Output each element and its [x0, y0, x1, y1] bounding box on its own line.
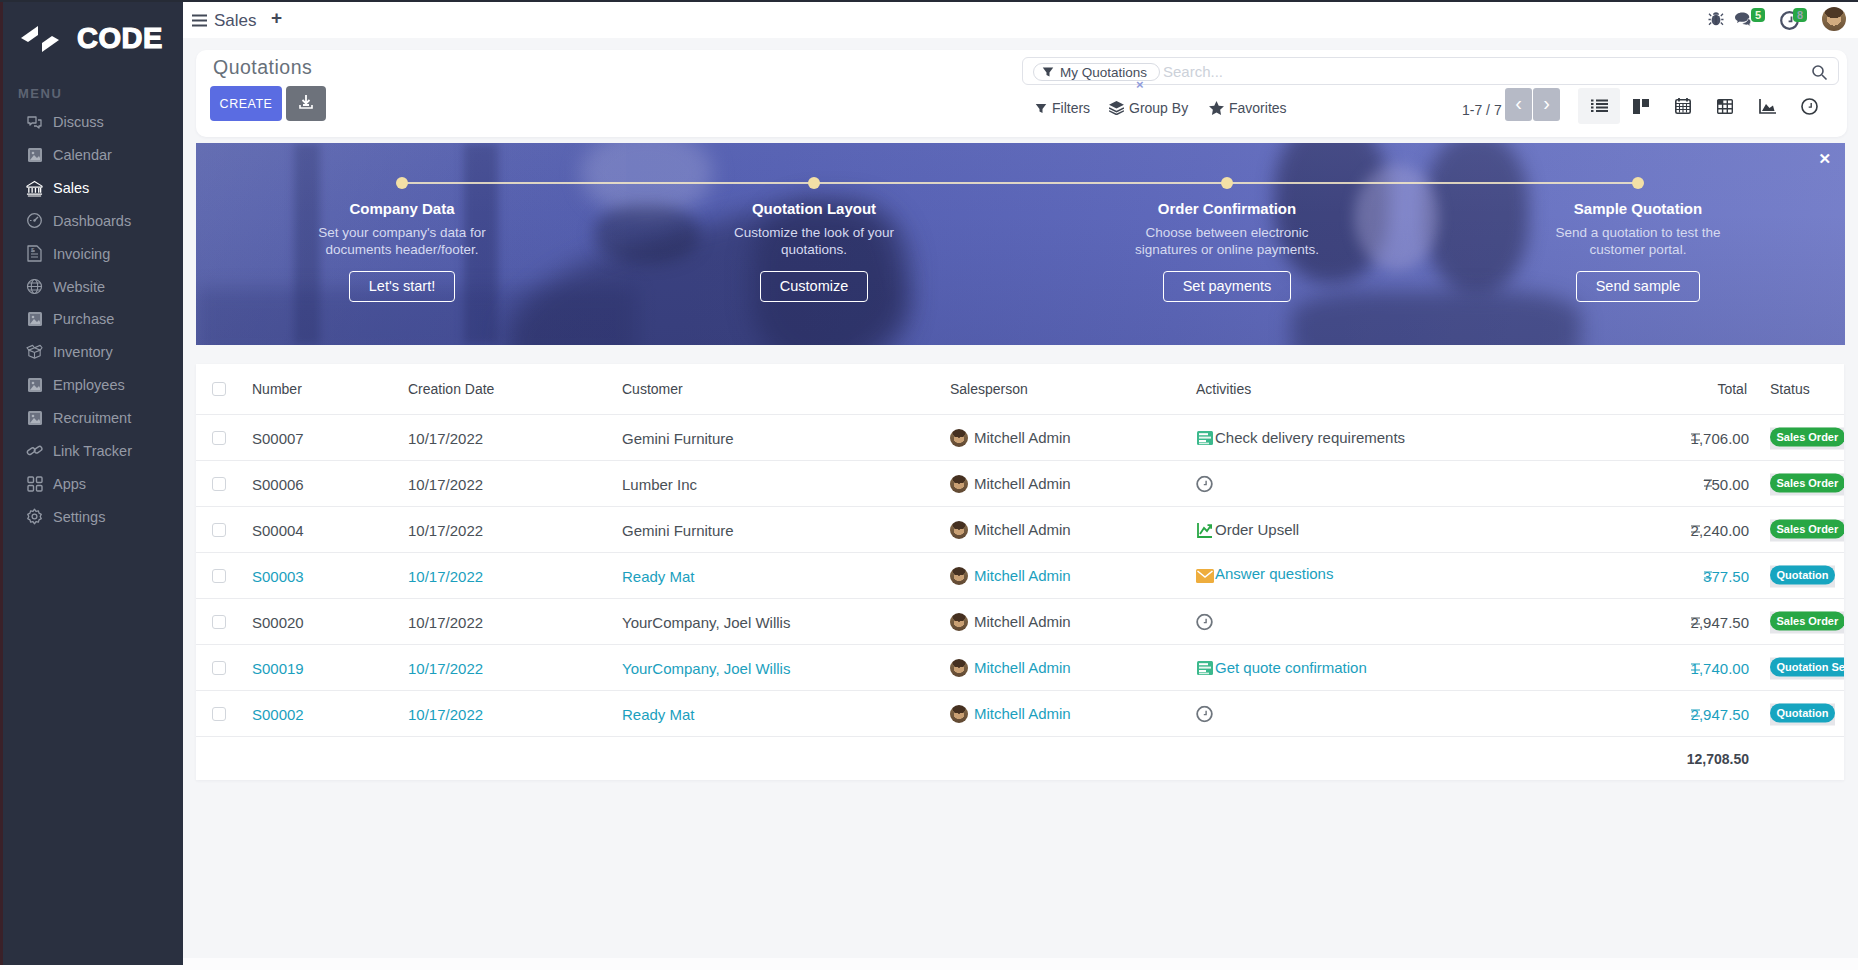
svg-text:$: $ [31, 247, 35, 253]
